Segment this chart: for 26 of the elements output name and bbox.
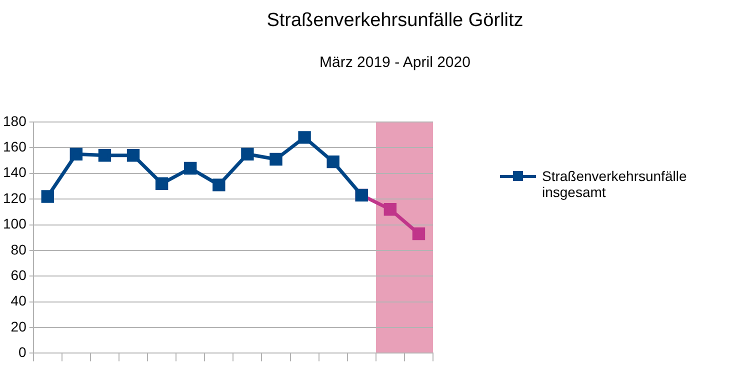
y-tick-label: 180	[3, 112, 27, 129]
point	[270, 152, 282, 166]
point	[298, 131, 311, 144]
point	[41, 190, 54, 203]
point	[98, 149, 112, 162]
chart-subtitle: März 2019 - April 2020	[318, 54, 472, 71]
y-tick-label: 20	[10, 318, 27, 334]
point	[184, 162, 197, 175]
point	[212, 178, 226, 192]
y-tick-label: 160	[3, 138, 27, 155]
point	[155, 177, 168, 190]
y-tick-label: 60	[10, 266, 27, 283]
point	[241, 148, 254, 160]
point	[126, 149, 140, 162]
y-tick-label: 40	[10, 292, 27, 309]
point	[384, 202, 397, 216]
y-tick-label: 0	[18, 344, 27, 360]
point	[412, 227, 426, 240]
y-tick-label: 100	[3, 216, 27, 232]
legend-label: Straßenverkehrsunfälle insgesamt	[542, 168, 688, 200]
y-tick-label: 120	[3, 190, 27, 206]
chart-title: Straßenverkehrsunfälle Görlitz	[266, 10, 524, 32]
point	[326, 155, 340, 168]
y-tick-label: 80	[10, 241, 27, 258]
point	[70, 148, 83, 160]
y-tick-label: 140	[3, 164, 27, 180]
